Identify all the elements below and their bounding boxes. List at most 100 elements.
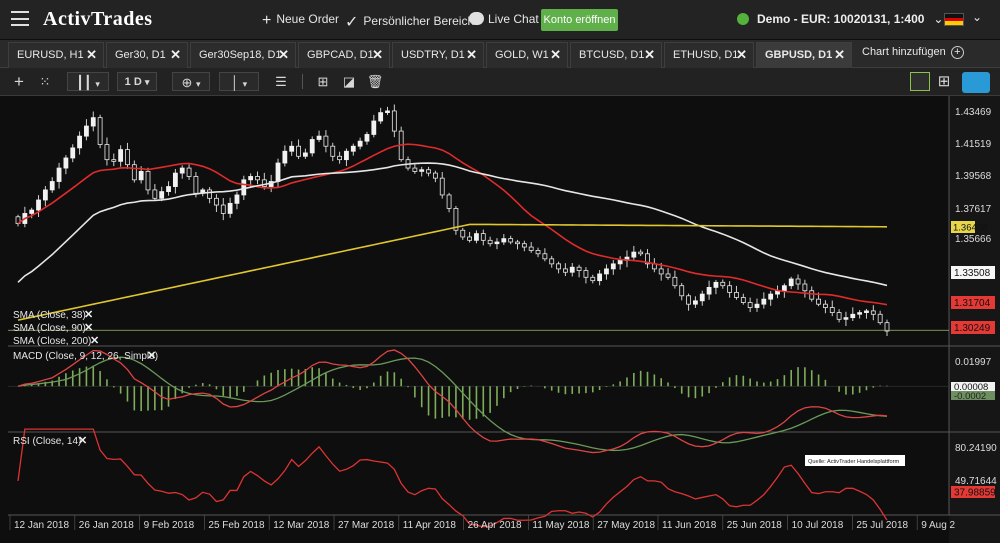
rsi-line: [17, 428, 888, 528]
candle: [131, 164, 137, 181]
candle: [330, 145, 336, 157]
time-label: 11 Apr 2018: [403, 520, 457, 531]
candle: [556, 263, 561, 270]
close-icon[interactable]: ✕: [372, 47, 383, 62]
drawing-tool-select[interactable]: │ ▾: [219, 72, 259, 91]
personal-area-button[interactable]: ✓ Persönlicher Bereich: [345, 14, 475, 31]
candle: [597, 273, 603, 282]
candle: [282, 150, 288, 164]
chevron-down-icon[interactable]: ⌄: [972, 10, 983, 24]
candle: [645, 253, 650, 265]
candle: [193, 176, 199, 194]
quad-layout-icon[interactable]: ⊞: [937, 73, 951, 90]
candle: [97, 117, 103, 145]
tab-btcusd[interactable]: BTCUSD, D1 ✕: [570, 42, 662, 68]
candle: [371, 120, 377, 135]
trash-icon[interactable]: 🗑: [366, 74, 384, 89]
candle: [145, 171, 151, 191]
candle: [467, 236, 473, 241]
tab-ethusd[interactable]: ETHUSD, D1 ✕: [664, 42, 754, 68]
close-icon[interactable]: ✕: [147, 350, 156, 362]
candle: [542, 253, 548, 260]
account-selector[interactable]: Demo - EUR: 10020131, 1:400 ⌄: [737, 12, 943, 26]
candle: [56, 167, 62, 182]
candle: [604, 268, 609, 275]
close-icon[interactable]: ✕: [466, 47, 477, 62]
candle: [186, 167, 192, 177]
price-tick: 1.41519: [955, 139, 992, 150]
macd-title: MACD (Close, 9, 12, 26, Simple): [13, 351, 158, 362]
open-account-button[interactable]: Konto eröffnen: [541, 9, 618, 31]
candle: [740, 297, 746, 303]
price-label: 1.31704: [954, 298, 991, 309]
live-chat-button[interactable]: Live Chat: [469, 12, 539, 26]
close-icon[interactable]: ✕: [78, 435, 87, 447]
chart-type-select[interactable]: ┃┃ ▾: [67, 72, 109, 91]
candle: [781, 285, 787, 292]
candle: [179, 167, 185, 174]
add-indicator-button[interactable]: ⊕ ▾: [172, 72, 210, 91]
tab-eurusd[interactable]: EURUSD, H1 ✕: [8, 42, 104, 68]
close-icon[interactable]: ✕: [278, 47, 289, 62]
candle: [344, 150, 349, 161]
candle: [823, 303, 828, 308]
candle: [494, 241, 500, 245]
price-label: 1.36409: [953, 223, 987, 234]
rsi-tick: 49.71644: [955, 476, 997, 487]
new-order-button[interactable]: + Neue Order: [262, 12, 340, 29]
candle: [49, 181, 55, 191]
tab-gold[interactable]: GOLD, W1 ✕: [486, 42, 568, 68]
candle: [412, 167, 418, 172]
flag-icon[interactable]: [944, 13, 964, 26]
tab-gbpusd[interactable]: GBPUSD, D1 ✕: [756, 42, 852, 68]
candle: [788, 278, 794, 287]
candle: [590, 276, 596, 282]
grid-dots-icon[interactable]: ⁙: [39, 74, 51, 89]
close-icon[interactable]: ✕: [90, 335, 99, 347]
close-icon[interactable]: ✕: [834, 47, 845, 62]
timeframe-select[interactable]: 1 D ▾: [117, 72, 157, 91]
candle: [521, 243, 527, 248]
candle: [843, 317, 849, 320]
tab-ger30sep18[interactable]: Ger30Sep18, D1 ✕: [190, 42, 296, 68]
time-label: 11 Jun 2018: [662, 520, 717, 531]
candle: [501, 238, 507, 243]
candles: [15, 104, 890, 336]
candle: [528, 246, 534, 251]
cloud-icon[interactable]: [962, 72, 990, 93]
candle: [768, 293, 774, 300]
candlestick-icon: ┃┃: [76, 75, 92, 90]
close-icon[interactable]: ✕: [84, 309, 93, 321]
tab-ger30[interactable]: Ger30, D1 ✕: [106, 42, 188, 68]
crosshair-icon[interactable]: +: [14, 72, 24, 91]
chart-area[interactable]: 1.43469 1.41519 1.39568 1.37617 1.35666 …: [0, 96, 1000, 543]
price-labels: 1.36409 1.33508 1.31704 1.30249: [951, 221, 995, 334]
tab-gbpcad[interactable]: GBPCAD, D1 ✕: [298, 42, 390, 68]
candle: [754, 303, 760, 308]
candle: [693, 300, 698, 305]
single-layout-icon[interactable]: [910, 72, 930, 91]
candle: [761, 298, 767, 305]
add-chart-button[interactable]: Chart hinzufügen +: [862, 46, 964, 59]
candle: [535, 250, 541, 255]
tab-usdtry[interactable]: USDTRY, D1 ✕: [392, 42, 484, 68]
close-icon[interactable]: ✕: [84, 322, 93, 334]
ruler-icon[interactable]: ◪: [342, 74, 356, 89]
candle: [289, 145, 295, 152]
close-icon[interactable]: ✕: [644, 47, 655, 62]
close-icon[interactable]: ✕: [170, 47, 181, 62]
candle: [877, 313, 883, 324]
vertical-line-icon: │: [230, 75, 239, 90]
candle: [207, 189, 212, 199]
chart-background: [0, 96, 1000, 543]
indicator-legend: SMA (Close, 38) ✕ SMA (Close, 90) ✕ SMA …: [13, 309, 99, 347]
close-icon[interactable]: ✕: [550, 47, 561, 62]
close-icon[interactable]: ✕: [86, 47, 97, 62]
layout-icon[interactable]: ⊞: [317, 74, 329, 89]
fibonacci-icon[interactable]: ☰: [275, 74, 287, 89]
add-indicator-icon: ⊕: [181, 75, 193, 90]
close-icon[interactable]: ✕: [736, 47, 747, 62]
time-label: 11 May 2018: [532, 520, 590, 531]
menu-icon[interactable]: [11, 11, 29, 26]
